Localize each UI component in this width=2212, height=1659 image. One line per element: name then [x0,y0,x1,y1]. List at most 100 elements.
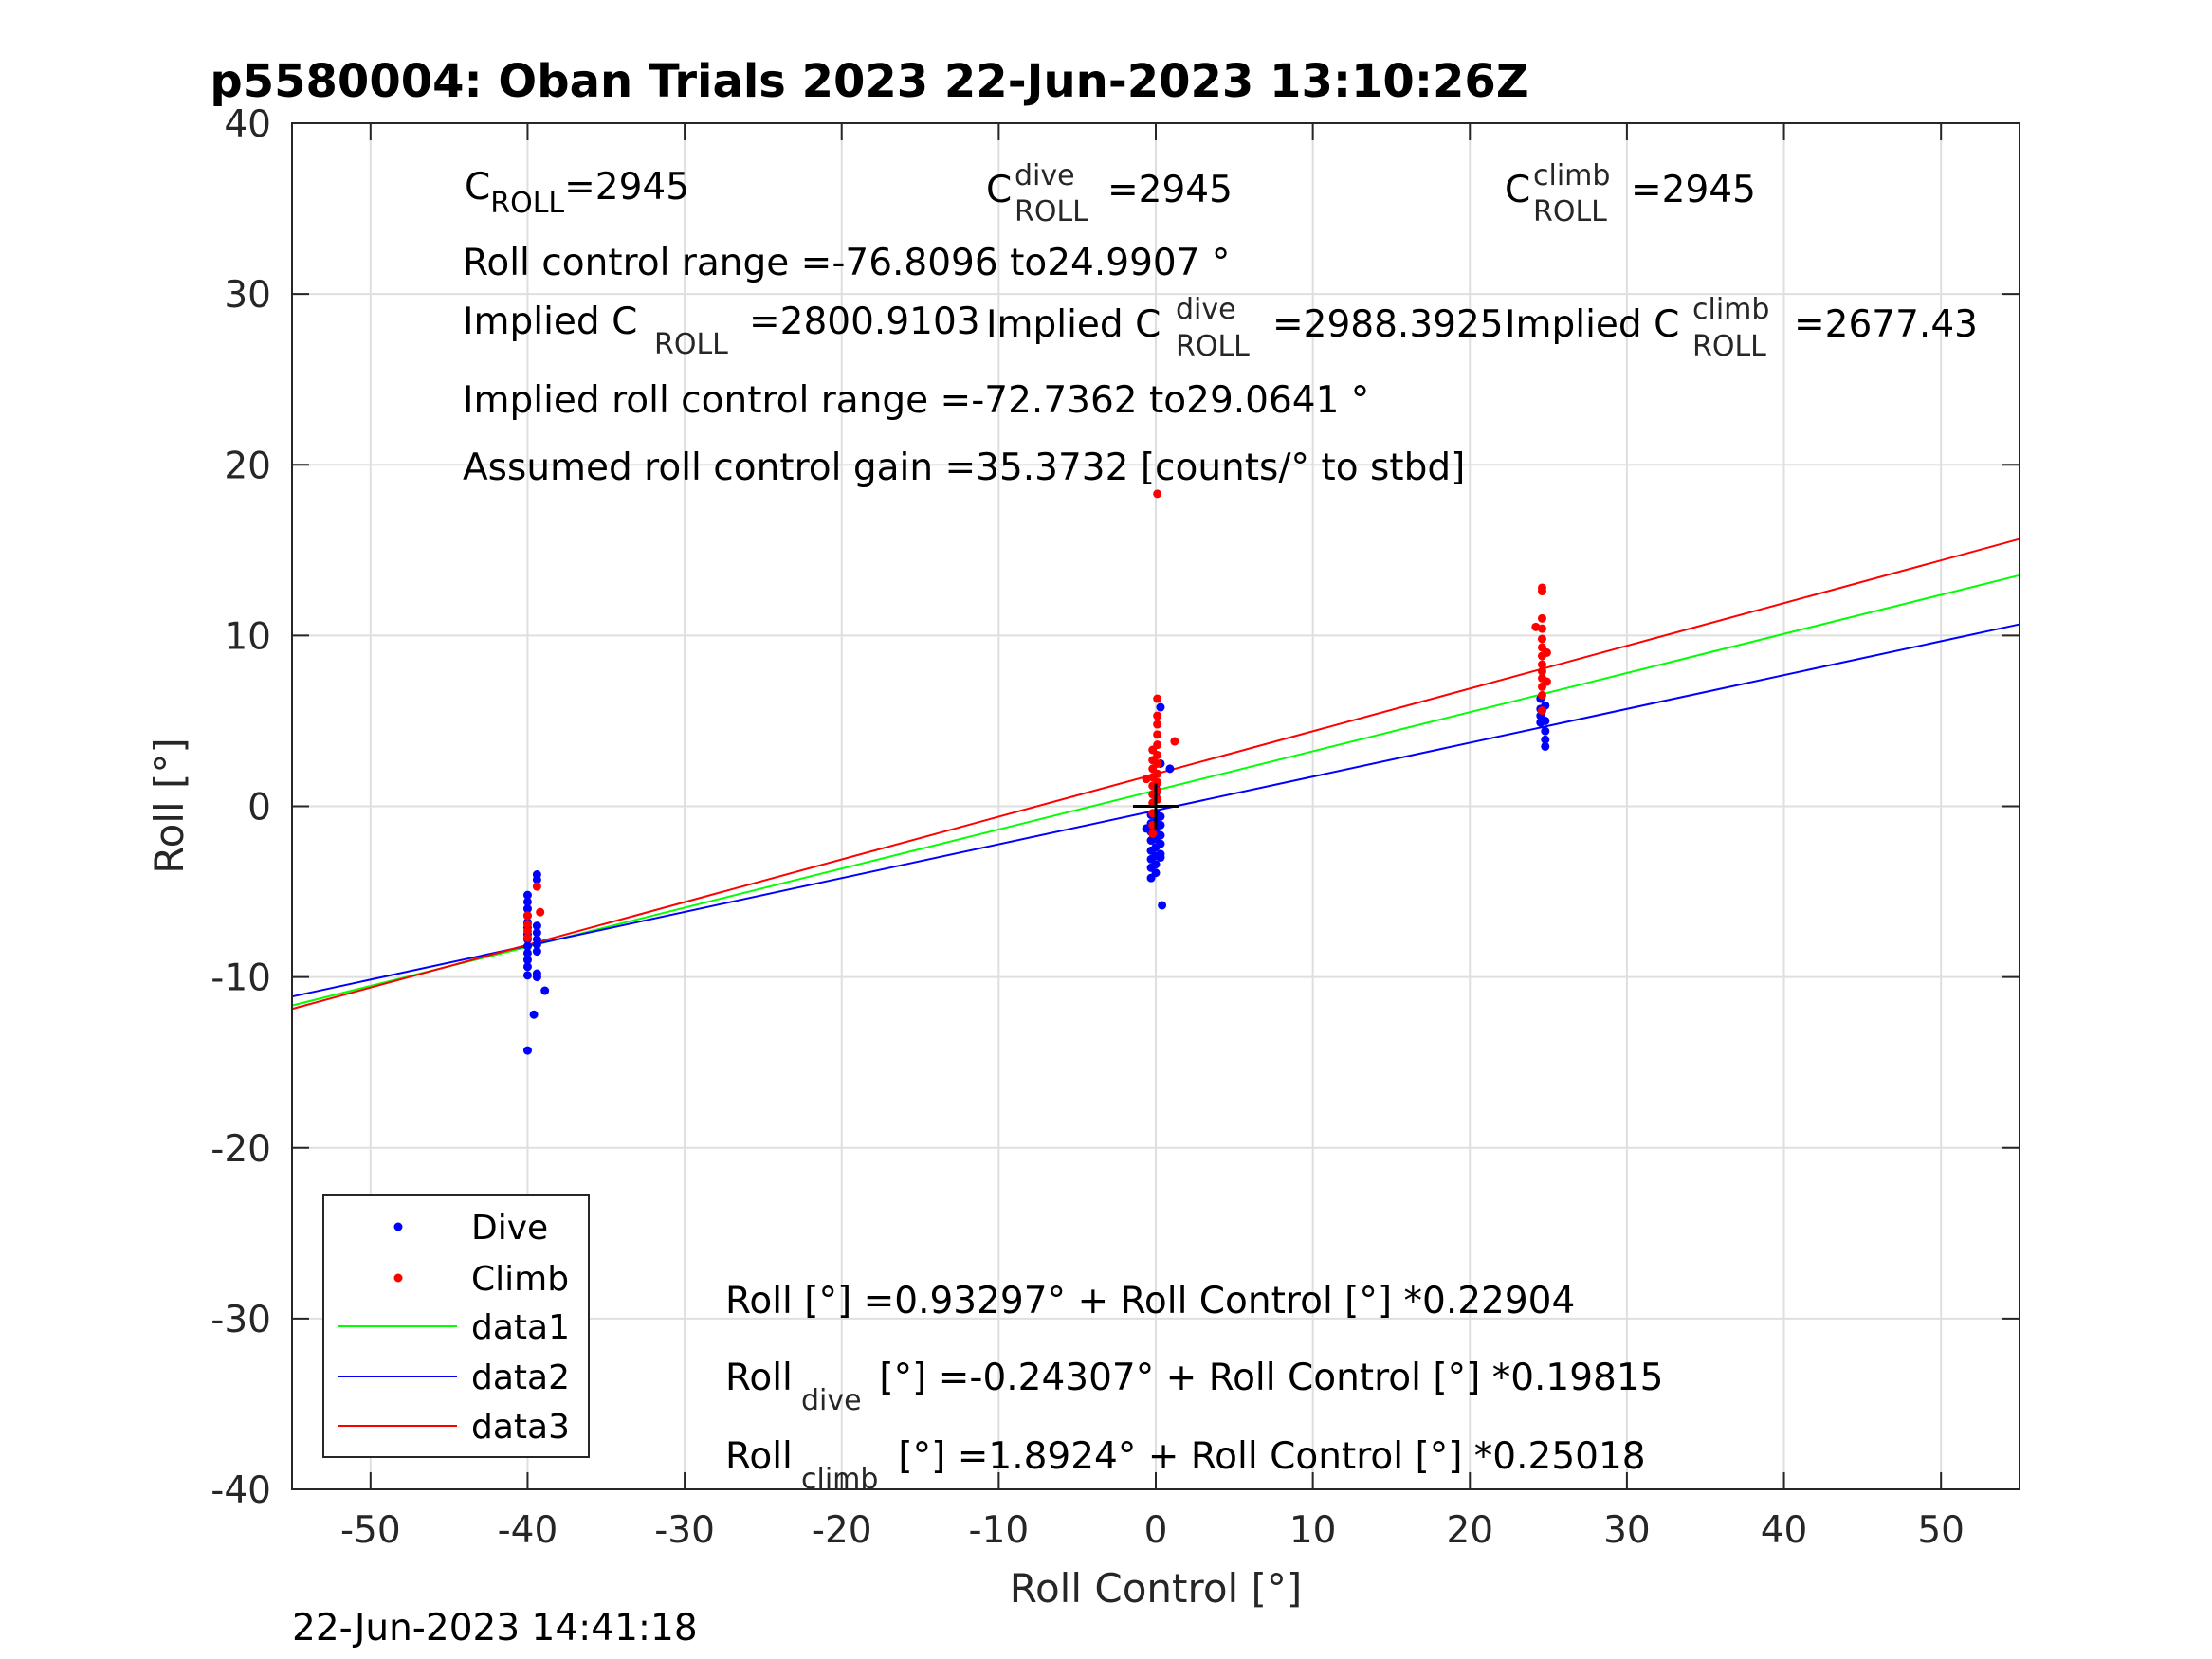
svg-text:ROLL: ROLL [1692,330,1766,363]
legend-dive-label: Dive [471,1209,548,1248]
svg-text:C: C [986,169,1012,211]
annotation-c-roll-climb: C climb ROLL =2945 [1505,159,1756,228]
annotation-implied-range: Implied roll control range =-72.7362 to2… [463,379,1369,422]
y-axis-label: Roll [°] [146,738,192,873]
dive-point [1165,764,1175,774]
x-tick-label: 30 [1603,1509,1651,1552]
svg-text:ROLL: ROLL [1176,330,1250,363]
dive-point [532,928,541,938]
climb-point [1537,587,1546,596]
dive-point [1156,853,1165,863]
svg-text:Roll: Roll [725,1435,793,1478]
climb-point [1537,624,1546,633]
climb-point [1153,740,1162,750]
dive-point [1156,702,1165,712]
legend-data2-label: data2 [471,1358,570,1397]
svg-text:climb: climb [801,1463,878,1496]
annotation-gain: Assumed roll control gain =35.3732 [coun… [463,447,1465,489]
climb-point [1170,737,1179,746]
svg-text:Implied C: Implied C [986,303,1161,346]
climb-point [1537,690,1546,700]
svg-text:=2677.43: =2677.43 [1794,303,1978,346]
x-tick-label: -10 [969,1509,1030,1552]
y-tick-label: 0 [247,787,271,830]
legend: Dive Climb data1 data2 data3 [322,1194,590,1458]
y-tick-label: -10 [210,957,271,1000]
dive-point [1541,741,1550,751]
x-tick-label: -40 [498,1509,558,1552]
y-tick-label: 20 [224,445,271,487]
climb-point [1537,613,1546,623]
climb-point [1153,758,1162,768]
dive-point [522,890,532,900]
climb-point [1142,775,1151,784]
climb-point [1537,634,1546,644]
dive-point [532,947,541,957]
x-tick-labels: -50 -40 -30 -20 -10 0 10 20 30 40 50 [340,1509,1965,1552]
y-tick-label: 30 [224,274,271,317]
x-tick-label: 10 [1289,1509,1337,1552]
legend-data1-label: data1 [471,1308,570,1347]
legend-climb-label: Climb [471,1260,569,1299]
climb-point [1537,706,1546,716]
legend-climb-marker [393,1273,403,1283]
svg-text:dive: dive [801,1384,862,1417]
dive-point [532,939,541,949]
dive-point [532,973,541,982]
annotation-c-roll: CROLL=2945 [465,166,689,220]
dive-point [1156,839,1165,848]
dive-point [522,956,532,965]
dive-point [1151,868,1161,878]
svg-text:=2988.3925: =2988.3925 [1272,303,1504,346]
y-tick-labels: -40 -30 -20 -10 0 10 20 30 40 [210,103,271,1512]
equation-dive: Roll dive [°] =-0.24307° + Roll Control … [725,1357,1663,1417]
scatter-points [522,489,1551,1055]
x-tick-label: -30 [654,1509,715,1552]
svg-text:[°] =-0.24307° + Roll Control: [°] =-0.24307° + Roll Control [°] *0.198… [868,1357,1663,1399]
x-tick-label: 40 [1761,1509,1808,1552]
dive-point [1541,716,1550,725]
x-tick-label: -20 [812,1509,872,1552]
climb-point [532,882,541,891]
annotation-implied-c-roll-climb: Implied C climb ROLL =2677.43 [1505,293,1978,363]
climb-point [1537,660,1546,669]
climb-point [1542,677,1551,686]
svg-text:Roll: Roll [725,1357,793,1399]
timestamp: 22-Jun-2023 14:41:18 [292,1607,698,1650]
dive-point [522,897,532,906]
dive-point [1156,811,1165,821]
svg-text:C: C [1505,169,1530,211]
svg-text:dive: dive [1176,293,1236,326]
dive-point [1158,901,1167,910]
annotation-roll-control-range: Roll control range =-76.8096 to24.9907 ° [463,242,1230,284]
climb-point [522,933,532,942]
dive-point [1142,824,1151,833]
svg-text:Implied C: Implied C [1505,303,1679,346]
svg-text:Implied C: Implied C [463,301,637,343]
climb-point [1148,829,1158,838]
y-tick-label: -40 [210,1469,271,1512]
y-tick-label: -30 [210,1299,271,1341]
climb-point [536,907,545,917]
y-tick-label: 10 [224,615,271,658]
dive-point [1156,820,1165,830]
x-axis-label: Roll Control [°] [1010,1565,1303,1612]
climb-point [1542,647,1551,657]
svg-text:climb: climb [1692,293,1769,326]
climb-point [522,926,532,936]
equation-climb: Roll climb [°] =1.8924° + Roll Control [… [725,1435,1646,1496]
svg-text:ROLL: ROLL [654,328,728,361]
climb-point [1153,711,1162,720]
svg-text:=2945: =2945 [1107,169,1233,211]
svg-text:=2800.9103: =2800.9103 [749,301,980,343]
dive-point [522,962,532,972]
y-tick-label: 40 [224,103,271,146]
x-tick-label: 0 [1144,1509,1168,1552]
dive-point [532,875,541,884]
climb-point [1153,720,1162,729]
dive-point [522,1046,532,1055]
x-tick-label: -50 [340,1509,401,1552]
svg-text:ROLL: ROLL [1533,195,1607,228]
dive-point [532,921,541,931]
x-tick-label: 20 [1446,1509,1493,1552]
